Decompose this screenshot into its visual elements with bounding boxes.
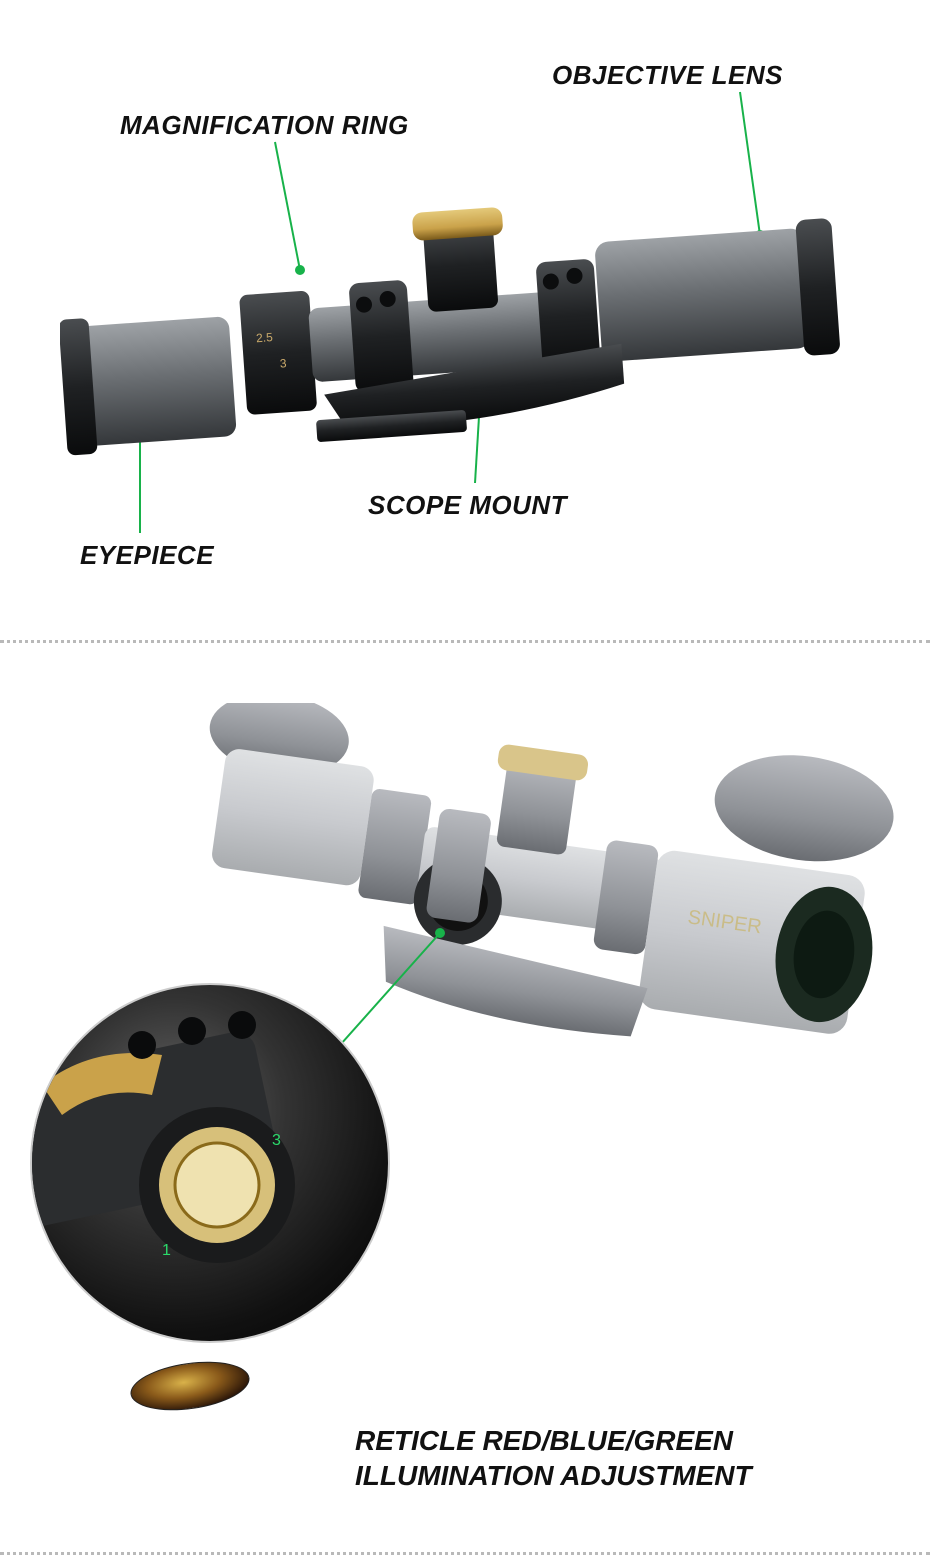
scope-illustration-top: 2.5 3 <box>60 180 860 480</box>
top-panel: OBJECTIVE LENS MAGNIFICATION RING SCOPE … <box>0 0 930 640</box>
detail-inset-circle: 1 3 <box>30 983 390 1343</box>
svg-text:1: 1 <box>162 1242 171 1259</box>
label-scope-mount: SCOPE MOUNT <box>368 490 567 521</box>
svg-text:3: 3 <box>279 356 287 370</box>
bottom-panel: SNIPER 1 3 RETICL <box>0 643 930 1513</box>
label-objective-lens: OBJECTIVE LENS <box>552 60 783 91</box>
section-divider-2 <box>0 1552 930 1555</box>
caption-line-2: ILLUMINATION ADJUSTMENT <box>355 1458 752 1493</box>
label-magnification-ring: MAGNIFICATION RING <box>120 110 409 141</box>
svg-text:3: 3 <box>272 1132 281 1149</box>
battery-coin-icon <box>127 1355 252 1417</box>
label-eyepiece: EYEPIECE <box>80 540 214 571</box>
label-illumination-adjustment: RETICLE RED/BLUE/GREEN ILLUMINATION ADJU… <box>355 1423 752 1493</box>
svg-text:2.5: 2.5 <box>256 330 274 345</box>
caption-line-1: RETICLE RED/BLUE/GREEN <box>355 1423 752 1458</box>
